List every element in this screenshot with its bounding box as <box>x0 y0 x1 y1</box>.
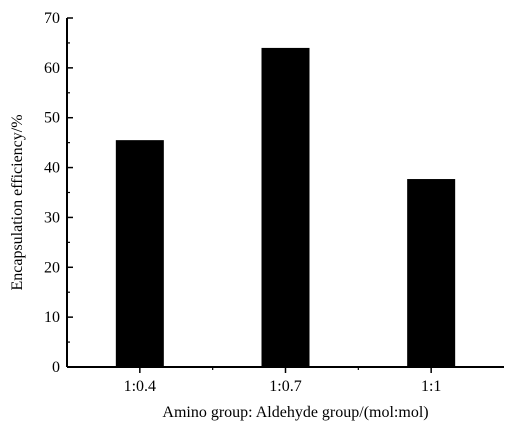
y-tick-label: 40 <box>44 160 60 177</box>
y-tick-label: 0 <box>52 359 60 376</box>
y-ticks-group: 0 10 20 30 40 50 60 70 <box>44 10 73 376</box>
y-tick-label: 50 <box>44 110 60 127</box>
y-tick-label: 20 <box>44 259 60 276</box>
x-tick-label: 1:0.4 <box>124 378 156 395</box>
y-axis-label: Encapsulation efficiency/% <box>9 114 26 290</box>
y-tick-label: 10 <box>44 309 60 326</box>
x-ticks-group: 1:0.4 1:0.7 1:1 <box>124 367 441 395</box>
x-axis-label: Amino group: Aldehyde group/(mol:mol) <box>162 404 428 421</box>
bar-1-0-7 <box>261 47 310 368</box>
y-tick-label: 70 <box>44 10 60 27</box>
x-tick-label: 1:1 <box>421 378 441 395</box>
bar-1-0-4 <box>115 140 164 367</box>
bars-group <box>115 47 456 368</box>
y-tick-label: 30 <box>44 209 60 226</box>
bar-1-1 <box>407 179 456 367</box>
x-tick-label: 1:0.7 <box>269 378 301 395</box>
y-tick-label: 60 <box>44 60 60 77</box>
